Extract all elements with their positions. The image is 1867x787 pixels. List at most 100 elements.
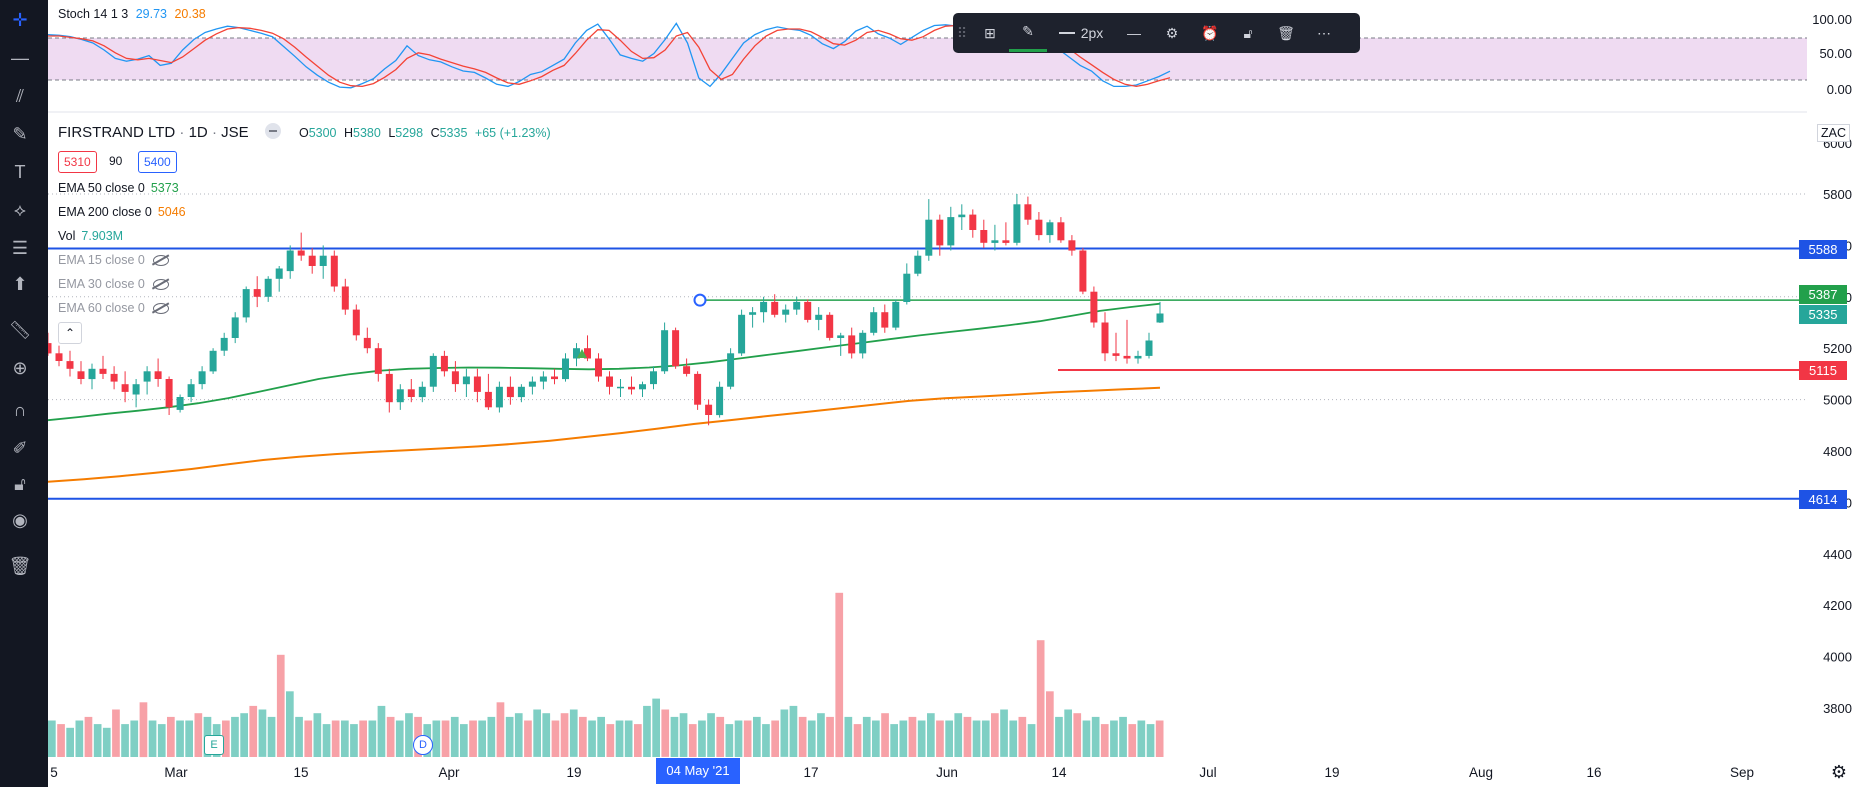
symbol-name[interactable]: FIRSTRAND LTD (58, 124, 176, 141)
lock-drawing-icon[interactable]: ✐ (12, 437, 28, 458)
settings-icon[interactable]: ⚙ (1165, 24, 1179, 41)
legend-collapse-button[interactable] (264, 123, 281, 140)
volume-bar (112, 709, 120, 757)
candle-body (892, 301, 900, 328)
volume-bar (231, 716, 239, 757)
time-highlight-label: 04 May '21 (656, 758, 740, 784)
count-input[interactable]: 90 (109, 154, 123, 168)
candle-body (672, 330, 680, 367)
ema60-label: EMA 60 close 0 (58, 301, 145, 315)
symbol-interval[interactable]: 1D (188, 124, 208, 141)
candle-body (231, 317, 239, 338)
delete-icon[interactable]: 🗑︎ (1277, 24, 1295, 41)
change-value: +65 (+1.23%) (474, 126, 551, 140)
drawing-toolbar: ⠿ ⊞ ✎ 2px — ⚙ ⏰ 🔓︎ 🗑︎ ⋯ (953, 13, 1360, 53)
stoch-tick-label: 100.00 (1812, 12, 1852, 27)
candle-body (77, 371, 85, 379)
stoch-d-value: 20.38 (174, 7, 206, 21)
candle-body (165, 379, 173, 408)
candle-body (584, 348, 591, 359)
lock-icon[interactable]: 🔓︎ (14, 473, 26, 494)
eye-hidden-icon[interactable] (152, 255, 169, 267)
volume-bar (157, 724, 166, 757)
pitchfork-icon[interactable]: ⫽ (15, 85, 25, 106)
candle-body (727, 353, 735, 387)
alert-icon[interactable]: ⏰ (1201, 24, 1219, 41)
zoom-icon[interactable]: ⊕ (12, 357, 28, 378)
volume-bar (1128, 724, 1137, 757)
volume-bar (478, 720, 486, 757)
ema200-line (48, 386, 1161, 483)
volume-bar (249, 705, 258, 757)
time-tick-label: 19 (566, 765, 581, 780)
time-tick-label: Aug (1469, 765, 1493, 780)
dividend-marker[interactable]: D (413, 735, 433, 755)
volume-bar (1137, 720, 1146, 757)
volume-bar (322, 724, 331, 757)
templates-icon[interactable]: ⊞ (984, 24, 996, 41)
candle-body (539, 376, 547, 382)
candle-body (782, 309, 790, 315)
volume-bar (579, 716, 587, 757)
volume-bar (615, 720, 624, 757)
candle-body (716, 386, 724, 416)
vol-legend: Vol 7.903M (58, 229, 123, 243)
more-icon[interactable]: ⋯ (1317, 24, 1331, 41)
trend-line-icon[interactable]: — (11, 47, 29, 68)
earnings-marker[interactable]: E (204, 735, 224, 755)
candle-body (363, 337, 371, 349)
candle-body (870, 312, 878, 333)
volume-bar (240, 713, 248, 757)
volume-bar (1000, 709, 1008, 757)
text-icon[interactable]: T (14, 161, 26, 182)
line-width-button[interactable]: 2px (1047, 13, 1115, 53)
volume-bar (551, 720, 560, 757)
pattern-icon[interactable]: ⟡ (14, 199, 26, 220)
candle-body (1057, 222, 1065, 241)
crosshair-icon[interactable]: ✛ (12, 9, 28, 30)
eye-hidden-icon[interactable] (152, 303, 169, 315)
volume-bar (359, 720, 367, 757)
fib-icon[interactable]: ☰ (11, 237, 29, 258)
volume-bar (698, 720, 706, 757)
time-tick-label: 14 (1051, 765, 1067, 780)
candle-body (1068, 240, 1076, 251)
line-color-icon[interactable]: ✎ (1009, 15, 1047, 52)
candle-body (936, 219, 944, 246)
trash-icon[interactable]: 🗑︎ (8, 555, 32, 576)
ruler-icon[interactable]: 📏︎ (8, 319, 32, 340)
volume-bar (771, 720, 779, 757)
candle-body (738, 314, 746, 354)
drag-handle-icon[interactable]: ⠿ (956, 24, 968, 41)
volume-bar (1146, 724, 1155, 757)
ema200-label: EMA 200 close 0 (58, 205, 152, 219)
unlock-icon[interactable]: 🔓︎ (1243, 24, 1253, 41)
volume-bar (139, 702, 148, 758)
volume-bar (395, 720, 404, 757)
settings-gear-icon[interactable]: ⚙ (1830, 762, 1847, 782)
eye-hidden-icon[interactable] (152, 279, 169, 291)
candle-body (385, 373, 393, 403)
volume-bar (66, 727, 74, 757)
low-input[interactable]: 5310 (58, 151, 97, 173)
volume-bar (48, 720, 56, 757)
eye-icon[interactable]: ◉ (12, 509, 28, 530)
close-label: C (430, 126, 440, 140)
candle-body (562, 358, 569, 380)
forecast-icon[interactable]: ⬆ (12, 273, 28, 294)
ema30-label: EMA 30 close 0 (58, 277, 145, 291)
ema15-label: EMA 15 close 0 (58, 253, 145, 267)
volume-bar (1155, 720, 1164, 757)
brush-icon[interactable]: ✎ (12, 123, 28, 144)
candle-body (1123, 355, 1131, 359)
price-axis: 3800400042004400460048005000520054005600… (1823, 136, 1852, 716)
line-style-icon[interactable]: — (1127, 25, 1141, 41)
high-input[interactable]: 5400 (138, 151, 177, 173)
legend-toggle-button[interactable]: ⌃ (58, 322, 82, 344)
currency-label[interactable]: ZAC (1817, 124, 1850, 142)
volume-bar (487, 716, 496, 757)
volume-bar (1082, 720, 1091, 757)
magnet-icon[interactable]: ∩ (13, 399, 27, 420)
